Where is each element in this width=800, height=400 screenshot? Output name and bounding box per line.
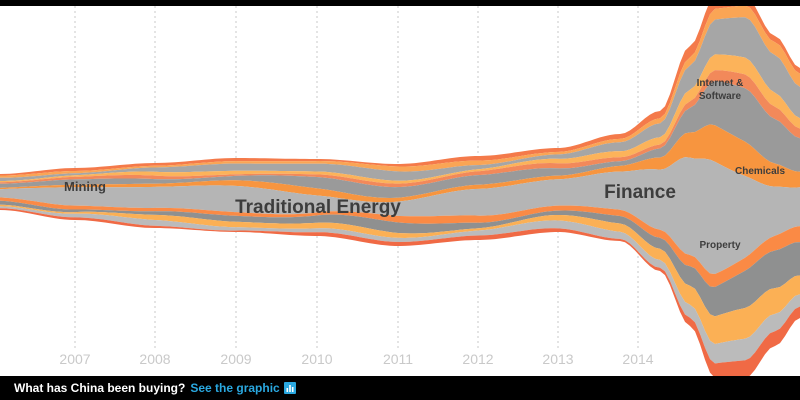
- annotation-chemicals: Chemicals: [735, 166, 785, 177]
- stream-band[interactable]: [0, 124, 800, 203]
- stream-band[interactable]: [0, 200, 800, 317]
- annotation-mining: Mining: [64, 179, 106, 194]
- stream-band[interactable]: [0, 81, 800, 198]
- annotation-property: Property: [699, 240, 741, 251]
- x-tick-2011: 2011: [383, 351, 413, 367]
- stream-band[interactable]: [0, 17, 800, 181]
- stream-layer[interactable]: [0, 6, 800, 376]
- annotation-internet: Internet &: [697, 78, 744, 89]
- chart-area[interactable]: 2007 2008 2009 2010 2011 2012 2013 2014 Mining T…: [0, 6, 800, 376]
- x-tick-2013: 2013: [542, 351, 573, 367]
- x-tick-2014: 2014: [622, 351, 653, 367]
- stream-band[interactable]: [0, 197, 800, 287]
- x-axis: 2007 2008 2009 2010 2011 2012 2013 2014: [59, 351, 653, 367]
- x-tick-2007: 2007: [59, 351, 90, 367]
- stream-band[interactable]: [0, 157, 800, 274]
- stream-band[interactable]: [0, 204, 800, 344]
- annotation-finance: Finance: [604, 182, 676, 203]
- x-tick-2010: 2010: [301, 351, 332, 367]
- stream-band[interactable]: [0, 54, 800, 184]
- bar-chart-icon[interactable]: [283, 382, 296, 394]
- streamgraph-chart[interactable]: 2007 2008 2009 2010 2011 2012 2013 2014 Mining T…: [0, 6, 800, 376]
- x-tick-2008: 2008: [139, 351, 170, 367]
- footer-bar: What has China been buying? See the grap…: [0, 376, 800, 400]
- annotation-traditional-energy: Traditional Energy: [235, 197, 401, 218]
- stream-band[interactable]: [0, 206, 800, 364]
- x-tick-2012: 2012: [462, 351, 493, 367]
- annotation-software: Software: [699, 91, 742, 102]
- annotation-layer: Mining Traditional Energy Finance Internet …: [64, 78, 785, 251]
- x-tick-2009: 2009: [220, 351, 251, 367]
- footer-question: What has China been buying?: [14, 381, 186, 395]
- see-graphic-link[interactable]: See the graphic: [190, 381, 280, 395]
